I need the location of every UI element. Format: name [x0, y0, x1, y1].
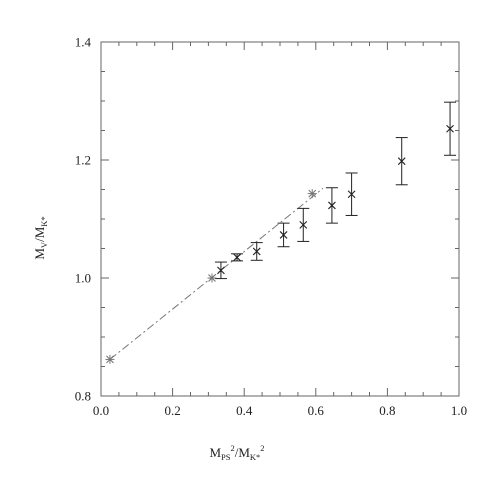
marker-stroke: [217, 266, 225, 275]
x-tick-label: 0.6: [308, 403, 325, 418]
y-tick-label: 0.8: [75, 389, 91, 404]
plot-frame: [100, 41, 460, 397]
data-point: [395, 137, 408, 186]
data-point: [325, 187, 338, 224]
data-point: [214, 261, 227, 280]
axis-tick-labels: 0.0 0.2 0.4 0.6 0.8 1.0 0.8 1.0 1.2 1.4: [75, 35, 467, 419]
star-point: [307, 189, 317, 199]
y-axis-label: MV/MK*: [32, 216, 49, 259]
x-axis-label: MPS2/MK*2: [209, 443, 264, 462]
marker-stroke: [347, 190, 356, 199]
marker-stroke: [328, 201, 336, 210]
x-tick-label: 0.2: [164, 403, 180, 418]
marker-stroke: [299, 221, 308, 229]
y-tick-label: 1.4: [75, 35, 92, 50]
marker-stroke: [252, 247, 261, 256]
axis-ticks: [100, 41, 460, 397]
x-tick-label: 0.0: [93, 403, 109, 418]
star-point: [105, 354, 115, 364]
marker-stroke: [446, 124, 454, 133]
x-tick-label: 0.8: [379, 403, 395, 418]
marker-stroke: [397, 157, 406, 166]
marker-stroke: [233, 253, 241, 262]
fit-line: [109, 187, 324, 360]
x-tick-label: 1.0: [451, 403, 467, 418]
data-point: [231, 253, 244, 262]
data-point: [444, 101, 457, 156]
data-point: [277, 222, 290, 248]
y-tick-label: 1.2: [75, 153, 91, 168]
data-point: [297, 207, 310, 242]
x-tick-label: 0.4: [236, 403, 253, 418]
fit-line-group: [109, 187, 324, 360]
data-point: [250, 242, 263, 261]
marker-stroke: [279, 231, 288, 239]
y-tick-label: 1.0: [75, 271, 91, 286]
data-point: [345, 172, 358, 216]
star-point: [207, 273, 217, 283]
data-points: [105, 101, 457, 364]
